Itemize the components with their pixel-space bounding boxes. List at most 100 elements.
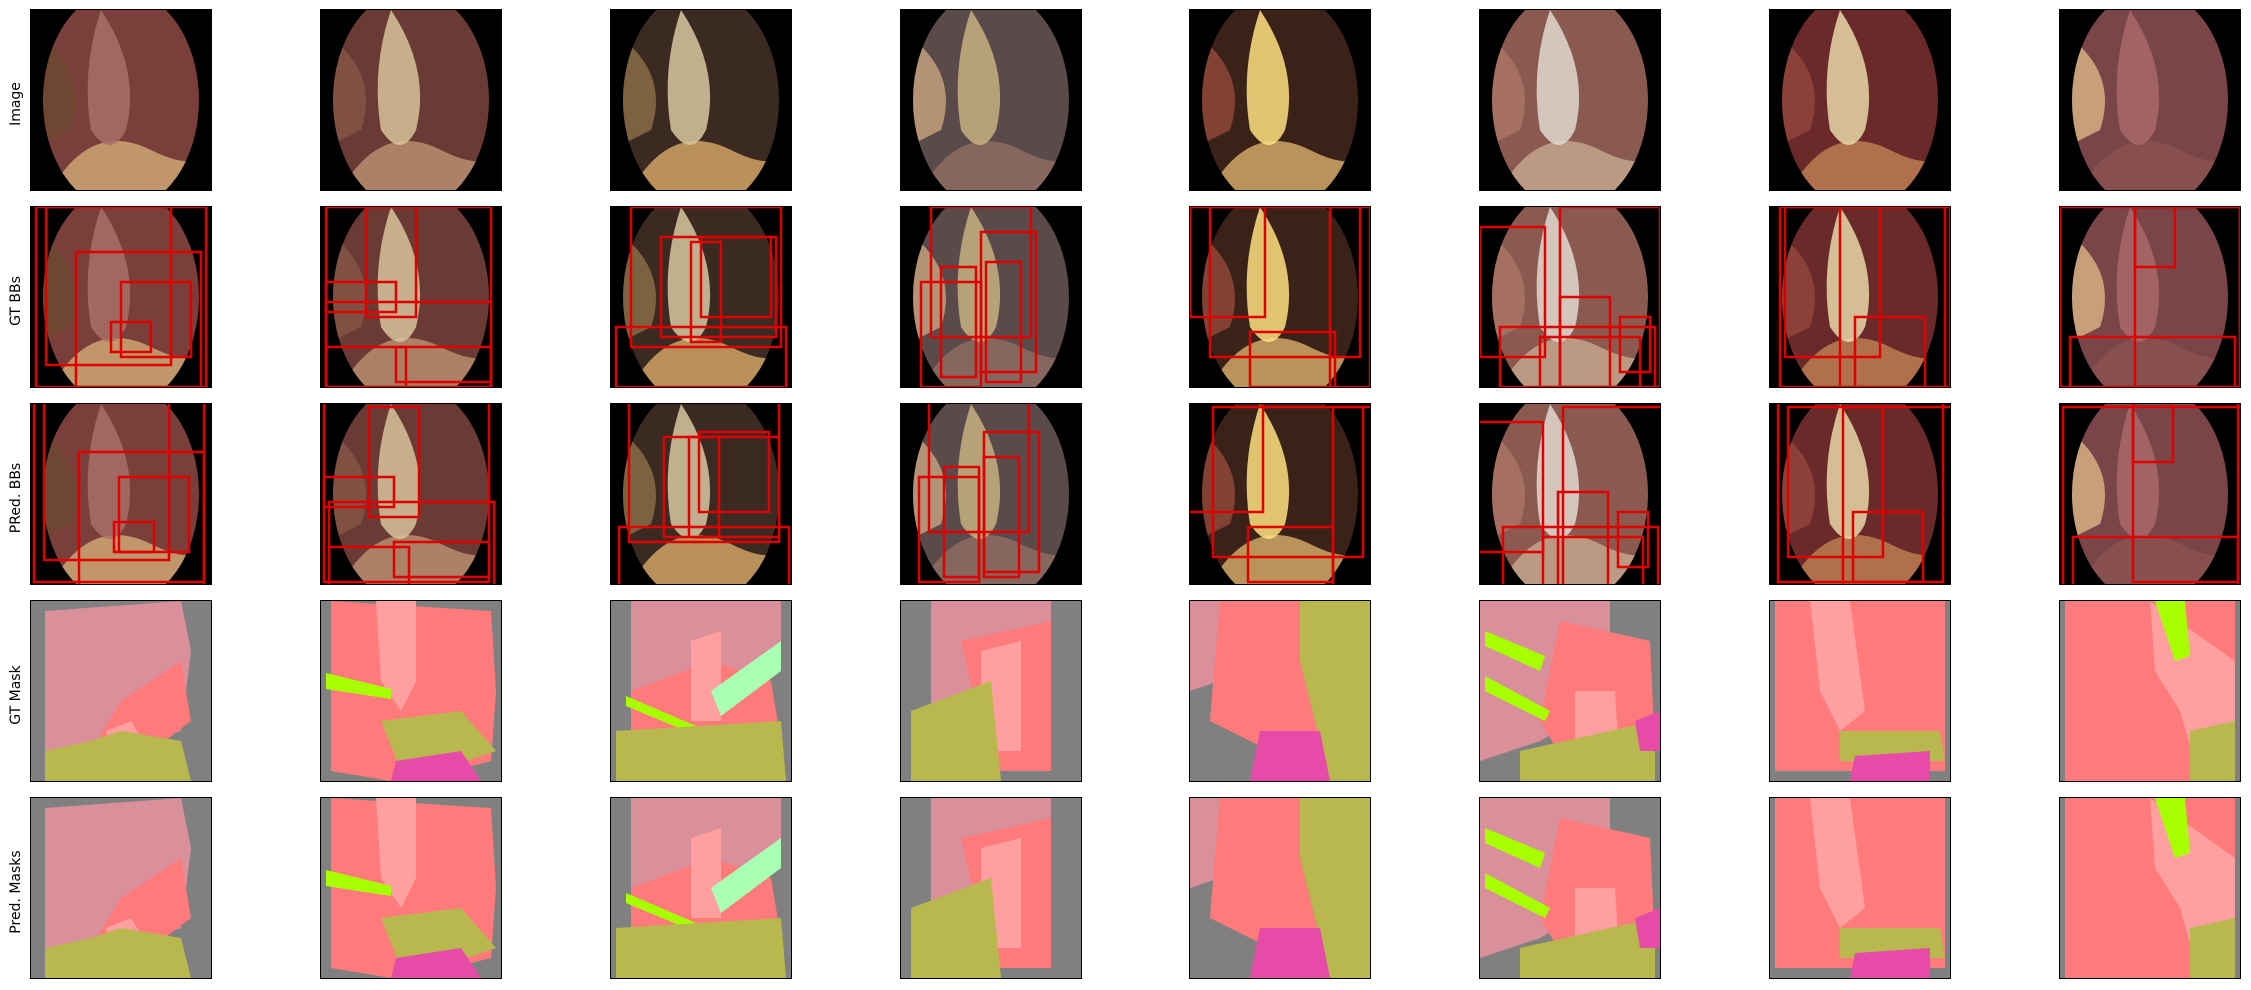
pred-mask-graphic [611,798,791,978]
bounding-box [1498,325,1657,387]
bounding-box [689,240,723,344]
gt-mask-panel [610,600,792,782]
pred-bbs-graphic [1190,404,1370,584]
bounding-box [34,207,208,387]
pred-bbs-panel [1479,403,1661,585]
image-panel [1479,9,1661,191]
bounding-box [2133,207,2240,387]
pred-mask-panel [30,797,212,979]
pred-bbs-graphic [2061,404,2240,584]
gt-bbs-graphic [1190,207,1370,387]
fat-region [911,681,1001,781]
gi-tract-region [391,948,481,978]
pred-bbs-panel [320,403,502,585]
bounding-box [112,520,156,554]
bounding-box [1841,405,1950,584]
gi-tract-region [1250,731,1330,781]
pred-bbs-graphic [913,404,1069,584]
hook-region [711,641,781,716]
gt-mask-panel [1769,600,1951,782]
gt-mask-graphic [1770,601,1950,781]
gallbladder-region [376,798,416,908]
image-graphic [43,10,199,190]
bounding-box [699,235,773,319]
liver-region [1210,798,1320,948]
bounding-box [324,345,408,387]
bounding-box [687,435,721,539]
bounding-box [42,404,171,562]
image-graphic [1492,10,1648,190]
image-graphic [913,10,1069,190]
gt-mask-panel [1479,600,1661,782]
gt-bbs-panel [1189,206,1371,388]
image-panel [2059,9,2241,191]
grasper-region [1485,676,1550,721]
bounding-box [1838,207,1950,387]
gt-mask-graphic [1480,601,1660,781]
gt-mask-graphic [611,601,791,781]
fat-region [1520,721,1655,781]
row-label-text: Image [8,82,24,126]
bounding-box [32,404,206,584]
bounding-box [1480,420,1545,554]
bounding-box [982,455,1021,579]
image-graphic [623,10,779,190]
fat-region [1300,601,1370,781]
pred-bbs-graphic [32,404,206,584]
image-panel [1769,9,1951,191]
bounding-box [1558,295,1612,387]
grasper-region [326,673,391,699]
bounding-box [1851,510,1925,584]
pred-bbs-panel [900,403,1082,585]
grasper-region [2155,798,2190,858]
image-panel [30,9,212,191]
pred-bbs-panel [1189,403,1371,585]
gt-bbs-graphic [614,207,788,387]
gt-mask-panel [30,600,212,782]
bounding-box [1538,335,1642,387]
pred-mask-graphic [321,798,501,978]
bounding-box [44,207,173,367]
gi-tract-region [1850,948,1930,978]
gi-tract-region [1635,711,1660,751]
gt-bbs-graphic [2060,207,2240,387]
image-graphic [2072,10,2228,190]
bounding-box [2068,335,2237,387]
gt-mask-graphic [31,601,211,781]
bounding-box [327,545,411,584]
pred-mask-graphic [1190,798,1370,978]
gallbladder-region [691,631,721,721]
grasper-region [1485,873,1550,918]
bounding-box [367,405,421,519]
bounding-box [2061,405,2240,584]
gt-mask-graphic [2060,601,2240,781]
bounding-box [392,540,491,579]
bounding-box [109,320,153,354]
gt-bbs-graphic [324,207,493,387]
bounding-box [1190,207,1267,319]
pred-mask-graphic [31,798,211,978]
pred-mask-graphic [901,798,1081,978]
gt-mask-graphic [901,601,1081,781]
bounding-box [364,207,418,319]
image-panel [320,9,502,191]
gt-bbs-panel [30,206,212,388]
gt-bbs-panel [610,206,792,388]
bounding-box [697,430,771,514]
gt-mask-panel [900,600,1082,782]
gt-mask-panel [1189,600,1371,782]
pred-mask-graphic [1770,798,1950,978]
gallbladder-region [691,828,721,918]
fat-region [1520,918,1655,978]
row-label-text: GT Mask [8,665,24,725]
fat-region [616,721,786,781]
fat-region [45,731,191,781]
bounding-box [1616,510,1650,569]
bounding-box [1561,405,1660,584]
row-label-text: PRed. BBs [8,462,24,534]
bounding-box [322,475,396,509]
bounding-box [629,207,783,349]
fat-region [2190,721,2235,781]
pred-mask-graphic [2060,798,2240,978]
gi-tract-region [1635,908,1660,948]
